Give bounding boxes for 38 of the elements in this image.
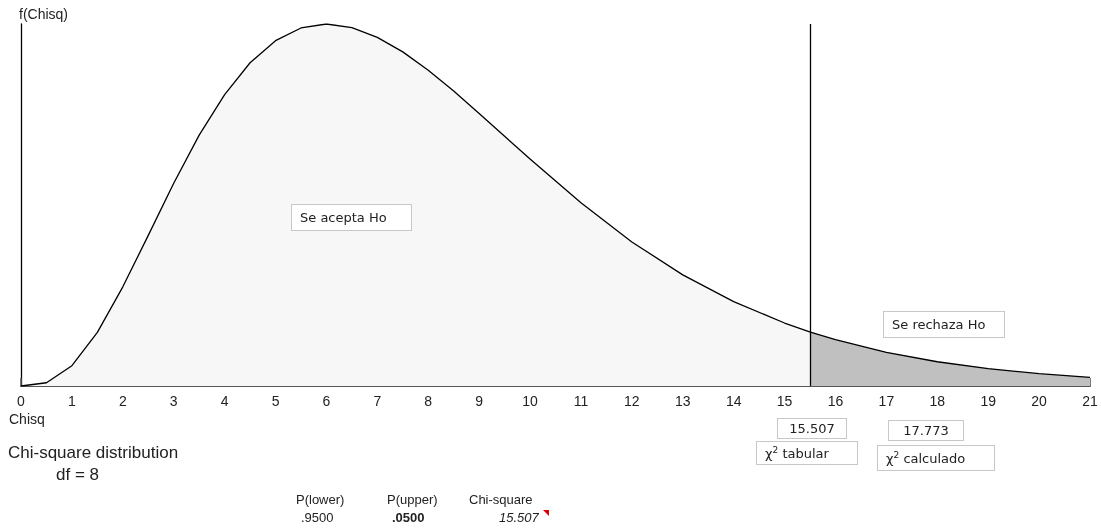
text: 15.507 xyxy=(777,418,847,439)
x-axis-title: Chisq xyxy=(9,411,45,427)
text: P(lower) xyxy=(296,492,345,507)
x-tick-label: 8 xyxy=(424,393,433,409)
text: .9500 xyxy=(301,510,334,525)
x-tick-label: 1 xyxy=(68,393,77,409)
x-tick-label: 2 xyxy=(118,393,127,409)
x-tick-label: 20 xyxy=(1031,393,1048,409)
x-tick-label: 5 xyxy=(271,393,280,409)
x-tick-label: 19 xyxy=(980,393,997,409)
x-tick-label: 17 xyxy=(878,393,895,409)
text: .0500 xyxy=(392,510,425,525)
text: 17.773 xyxy=(888,420,964,441)
x-tick-label: 10 xyxy=(522,393,539,409)
x-tick-label: 12 xyxy=(624,393,640,409)
text: χ$^{2}$ tabular xyxy=(756,441,858,466)
x-tick-label: 4 xyxy=(220,393,229,409)
text: P(upper) xyxy=(387,492,438,507)
text: χ$^{2}$ calculado xyxy=(877,445,995,472)
x-tick-label: 0 xyxy=(17,393,26,409)
text: Chi-square distribution xyxy=(8,443,179,463)
text: 15.507 xyxy=(499,510,539,525)
annotation: Se acepta Ho xyxy=(291,204,412,231)
x-tick-label: 21 xyxy=(1082,393,1098,409)
x-tick-label: 13 xyxy=(674,393,691,409)
x-tick-label: 6 xyxy=(322,393,331,409)
text: df = 8 xyxy=(56,465,100,485)
x-tick-label: 18 xyxy=(929,393,946,409)
text: Chi-square xyxy=(469,492,533,507)
y-axis-title: f(Chisq) xyxy=(19,6,69,22)
x-tick-label: 16 xyxy=(827,393,844,409)
x-tick-label: 7 xyxy=(373,393,382,409)
annotation: Se rechaza Ho xyxy=(883,311,1005,338)
x-tick-label: 14 xyxy=(725,393,742,409)
x-tick-label: 15 xyxy=(776,393,793,409)
x-tick-label: 11 xyxy=(573,393,589,409)
x-tick-label: 9 xyxy=(475,393,484,409)
x-tick-label: 3 xyxy=(169,393,178,409)
